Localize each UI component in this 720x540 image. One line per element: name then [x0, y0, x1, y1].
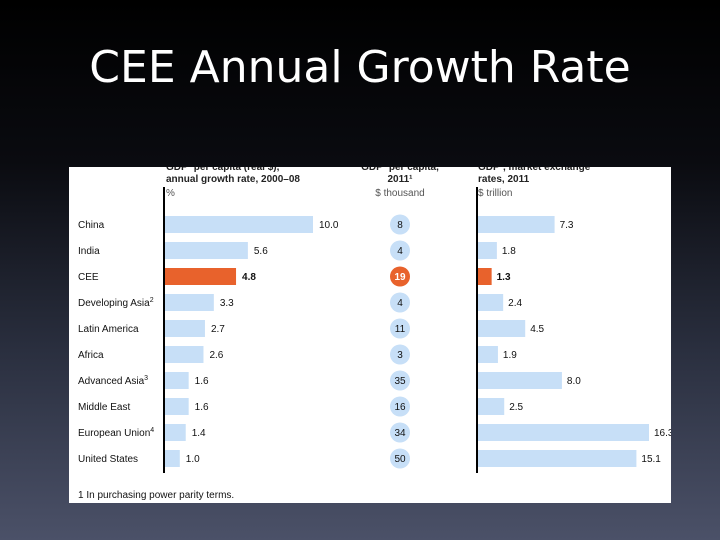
panel-2-circle [390, 214, 410, 235]
chart-panel: GDP¹ per capita (real $), annual growth r… [69, 167, 671, 503]
panel-3-value-label: 7.3 [560, 220, 574, 231]
footnote: 1 In purchasing power parity terms. [78, 490, 234, 501]
category-label: India [78, 246, 100, 257]
panel-2-value-label: 34 [394, 428, 406, 439]
category-label: Latin America [78, 324, 139, 335]
panel-1-bar [165, 294, 214, 311]
category-label: China [78, 220, 105, 231]
panel-1-title-line-2: annual growth rate, 2000–08 [166, 174, 300, 185]
panel-2-circle [390, 344, 410, 365]
panel-1-value-label: 5.6 [254, 246, 268, 257]
panel-3-value-label: 8.0 [567, 376, 581, 387]
category-label: Africa [78, 350, 104, 361]
panel-2-circle [390, 292, 410, 313]
panel-3-bar [478, 242, 497, 259]
panel-3-title-line-1: GDP¹, market exchange [478, 167, 591, 173]
panel-1-value-label: 1.6 [195, 402, 209, 413]
panel-1-bar [165, 268, 237, 285]
panel-2-circle [390, 448, 410, 469]
panel-1-bar [165, 242, 248, 259]
panel-1-value-label: 10.0 [319, 220, 339, 231]
panel-1-value-label: 4.8 [242, 272, 256, 283]
panel-3-bar [478, 320, 526, 337]
category-label: United States [78, 454, 138, 465]
panel-1-value-label: 2.7 [211, 324, 225, 335]
panel-3-bar [478, 450, 637, 467]
panel-1-bar [165, 216, 313, 233]
panel-3-bar [478, 294, 504, 311]
panel-3-bar [478, 216, 555, 233]
chart: GDP¹ per capita (real $),annual growth r… [78, 167, 671, 501]
panel-2-title-line-1: GDP¹ per capita, [361, 167, 439, 173]
panel-2-circle [390, 396, 410, 417]
panel-1-value-label: 1.4 [192, 428, 206, 439]
panel-1-bar [165, 398, 189, 415]
panel-2-circle [390, 240, 410, 261]
panel-2-value-label: 3 [397, 350, 403, 361]
panel-2-circle [390, 266, 410, 287]
panel-2-value-label: 11 [395, 324, 406, 335]
panel-3-bar [478, 346, 498, 363]
category-label: Advanced Asia3 [78, 375, 148, 387]
panel-1-bar [165, 372, 189, 389]
category-label: European Union4 [78, 427, 154, 439]
panel-3-bar [478, 372, 562, 389]
panel-2-value-label: 4 [397, 298, 403, 309]
slide-title: CEE Annual Growth Rate [89, 42, 631, 93]
panel-3-value-label: 1.9 [503, 350, 517, 361]
category-label: Developing Asia2 [78, 297, 154, 309]
panel-3-title-line-2: rates, 2011 [478, 174, 530, 185]
category-footnote-mark: 2 [150, 297, 154, 304]
panel-2-value-label: 19 [394, 272, 406, 283]
panel-1-value-label: 3.3 [220, 298, 234, 309]
panel-2-value-label: 35 [394, 376, 406, 387]
panel-1-bar [165, 346, 204, 363]
panel-2-circle [390, 370, 410, 391]
panel-1-bar [165, 320, 205, 337]
panel-3-bar [478, 268, 492, 285]
panel-2-unit: $ thousand [375, 188, 425, 199]
panel-3-value-label: 2.4 [508, 298, 522, 309]
category-footnote-mark: 4 [150, 427, 154, 434]
category-label: Middle East [78, 402, 130, 413]
category-label: CEE [78, 272, 99, 283]
panel-3-value-label: 2.5 [509, 402, 523, 413]
panel-2-circle [390, 422, 410, 443]
panel-3-value-label: 4.5 [530, 324, 544, 335]
panel-3-value-label: 1.3 [497, 272, 511, 283]
panel-2-value-label: 8 [397, 220, 403, 231]
panel-2-title-line-2: 2011¹ [387, 174, 413, 185]
panel-3-bar [478, 398, 505, 415]
panel-1-value-label: 2.6 [209, 350, 223, 361]
category-footnote-mark: 3 [144, 375, 148, 382]
panel-3-value-label: 16.3 [654, 428, 671, 439]
panel-3-unit: $ trillion [478, 188, 512, 199]
panel-1-unit: % [166, 188, 175, 199]
panel-3-bar [478, 424, 649, 441]
panel-1-bar [165, 450, 180, 467]
panel-1-value-label: 1.6 [195, 376, 209, 387]
panel-1-value-label: 1.0 [186, 454, 200, 465]
panel-1-bar [165, 424, 186, 441]
panel-2-value-label: 4 [397, 246, 403, 257]
panel-3-value-label: 15.1 [641, 454, 661, 465]
panel-3-value-label: 1.8 [502, 246, 516, 257]
panel-1-title-line-1: GDP¹ per capita (real $), [166, 167, 280, 173]
panel-2-circle [390, 318, 410, 339]
panel-2-value-label: 50 [394, 454, 406, 465]
panel-2-value-label: 16 [394, 402, 406, 413]
